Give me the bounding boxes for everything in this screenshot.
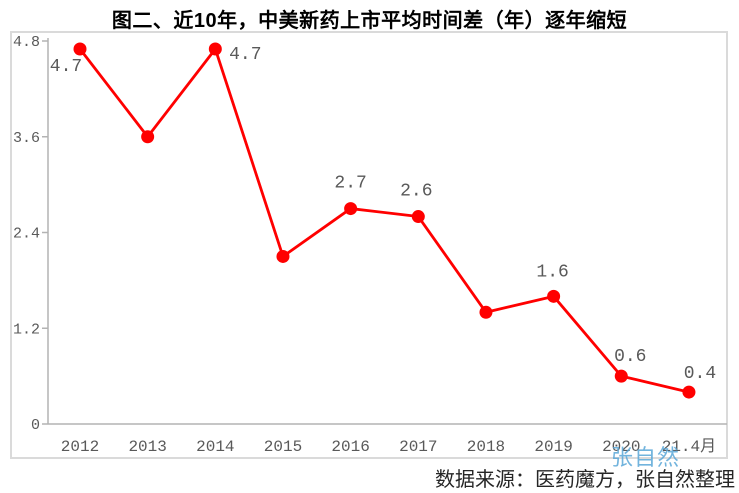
line-series	[78, 47, 690, 394]
data-point-label: 4.7	[50, 57, 82, 77]
data-point	[141, 130, 155, 144]
plot-border	[10, 31, 728, 459]
data-point	[479, 305, 493, 319]
y-tick-label: 4.8	[13, 34, 40, 51]
data-point	[411, 210, 425, 224]
data-point	[208, 42, 222, 56]
x-axis-label: 2017	[399, 438, 437, 456]
data-point-label: 0.6	[614, 347, 646, 367]
x-axis-label: 21.4月	[662, 438, 716, 456]
x-axis-label: 2016	[331, 438, 369, 456]
data-point	[547, 289, 561, 303]
data-point	[682, 385, 696, 399]
data-point-label: 4.7	[229, 45, 261, 65]
chart-title: 图二、近10年，中美新药上市平均时间差（年）逐年缩短	[111, 10, 628, 32]
data-point-label: 2.6	[400, 182, 432, 202]
y-tick-label: 2.4	[13, 226, 40, 243]
data-point-label: 2.7	[334, 174, 366, 194]
x-axis-label: 2013	[128, 438, 166, 456]
x-axis-label: 2020	[602, 438, 640, 456]
x-axis-label: 2019	[534, 438, 572, 456]
x-axis-label: 2018	[467, 438, 505, 456]
y-tick-label: 0	[31, 417, 40, 434]
x-axis-label: 2012	[61, 438, 99, 456]
data-point	[73, 42, 87, 56]
x-axis-label: 2015	[264, 438, 302, 456]
data-point-label: 0.4	[684, 364, 716, 384]
source-caption: 数据来源：医药魔方，张自然整理	[435, 469, 735, 491]
data-point	[276, 249, 290, 263]
data-point	[614, 369, 628, 383]
data-point-label: 1.6	[536, 262, 568, 282]
data-point	[344, 202, 358, 216]
y-tick-label: 1.2	[13, 321, 40, 338]
x-axis-label: 2014	[196, 438, 234, 456]
y-tick-label: 3.6	[13, 130, 40, 147]
